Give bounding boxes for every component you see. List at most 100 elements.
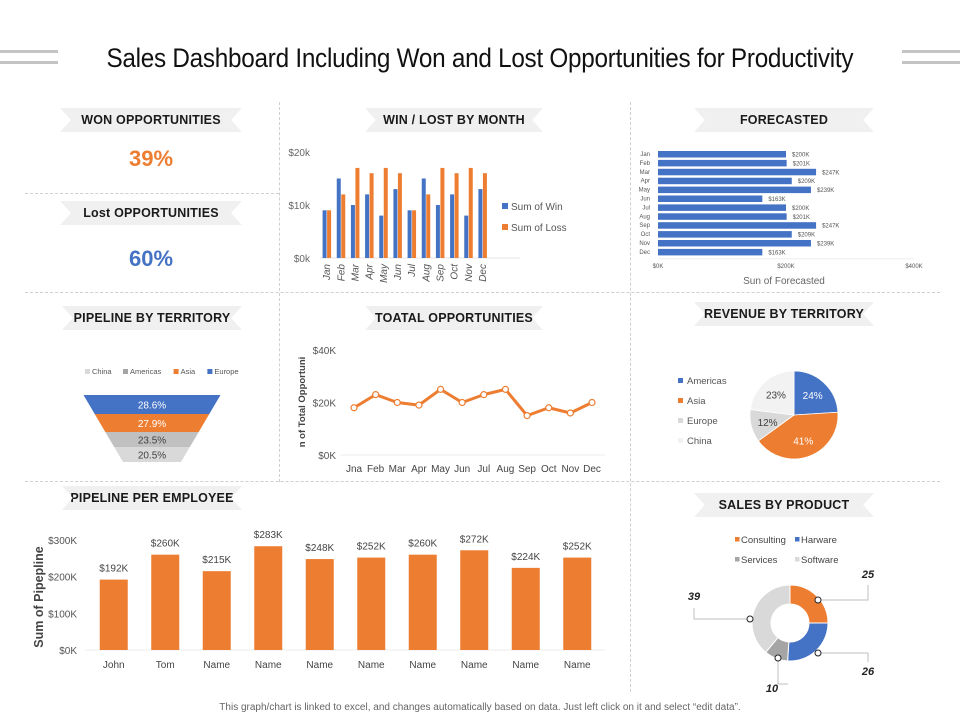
y-tick-label: Sep xyxy=(639,223,650,229)
data-label: $209K xyxy=(798,233,815,239)
data-label: $247K xyxy=(822,224,839,230)
total-opportunities-chart: $0K $20K $40K n of Total Opportuni Jna Feb Mar… xyxy=(297,346,605,475)
x-tick-label: Name xyxy=(409,660,436,671)
legend-label: China xyxy=(92,367,112,376)
x-tick-label: Feb xyxy=(336,264,347,282)
donut-slice-consulting xyxy=(789,584,829,624)
divider xyxy=(25,481,940,482)
legend-swatch xyxy=(678,438,683,443)
data-label: 25 xyxy=(861,569,875,581)
bar-win xyxy=(450,194,455,258)
x-tick-label: Jun xyxy=(393,264,404,282)
y-tick-label: Aug xyxy=(639,214,650,220)
bar-win xyxy=(379,215,384,258)
legend-swatch xyxy=(207,369,213,374)
x-tick-label: Jul xyxy=(477,464,490,475)
series-line xyxy=(353,387,593,418)
legend-label: Software xyxy=(801,555,839,566)
y-tick-label: Mar xyxy=(640,170,650,176)
bar-loss xyxy=(341,194,346,258)
forecast-bar xyxy=(658,159,787,167)
data-point xyxy=(436,385,445,393)
lost-opportunities-header: Lost OPPORTUNITIES xyxy=(60,201,242,225)
bar-loss xyxy=(426,194,431,258)
footer-note: This graph/chart is linked to excel, and… xyxy=(219,702,741,713)
bar-win xyxy=(421,178,426,258)
bar-win xyxy=(365,194,370,258)
forecast-bar xyxy=(658,177,792,185)
legend-label: China xyxy=(687,436,713,447)
data-label: 28.6% xyxy=(138,401,166,412)
data-point xyxy=(588,398,596,407)
legend-swatch xyxy=(795,557,800,562)
pipeline-territory-chart: China Americas Asia Europe 28.6% 27.9% 23.5% 20… xyxy=(83,367,239,462)
x-tick-label: Nov xyxy=(561,464,579,475)
funnel-stage-asia xyxy=(94,414,210,432)
sales-product-chart: Consulting Harware Services Software 25 26 10 3… xyxy=(688,535,875,695)
forecast-bar xyxy=(658,168,817,176)
x-tick-label: Sep xyxy=(435,264,446,282)
x-tick-label: Jul xyxy=(407,263,418,278)
funnel-stage-europe xyxy=(83,395,221,414)
y-tick-label: Jun xyxy=(640,197,650,203)
y-tick-label: Apr xyxy=(641,179,650,185)
bar-win xyxy=(322,210,327,258)
legend-label: Europe xyxy=(214,367,238,376)
legend-label: Americas xyxy=(130,367,162,376)
data-label: 41% xyxy=(793,437,813,448)
data-label: $201K xyxy=(793,161,810,167)
bar-loss xyxy=(440,167,445,258)
legend-label: Sum of Loss xyxy=(511,223,567,234)
pipeline-employee-header: PIPELINE PER EMPLOYEE xyxy=(62,486,242,510)
legend-label: Services xyxy=(741,555,778,566)
x-tick-label: Nov xyxy=(464,263,475,282)
divider xyxy=(25,292,940,293)
employee-bar xyxy=(563,557,592,650)
bar-loss xyxy=(327,210,332,258)
y-tick-label: $0K xyxy=(318,451,336,462)
pipeline-territory-header: PIPELINE BY TERRITORY xyxy=(62,306,242,330)
bar-win xyxy=(393,189,398,258)
x-tick-label: Aug xyxy=(497,464,515,475)
x-tick-label: Tom xyxy=(156,660,175,671)
x-tick-label: $400K xyxy=(905,264,922,270)
legend-label: Asia xyxy=(687,396,706,407)
lost-opportunities-title: Lost OPPORTUNITIES xyxy=(83,206,219,220)
data-label: $272K xyxy=(460,534,489,545)
bar-loss xyxy=(397,173,402,258)
x-tick-label: Jna xyxy=(346,464,363,475)
leader-marker xyxy=(814,649,822,657)
win-lost-chart: $0k $10k $20k Jan Feb Mar Apr May Jun Jul Aug Sep Oc… xyxy=(288,148,567,283)
forecast-bar xyxy=(658,248,763,256)
title-bar: Sales Dashboard Including Won and Lost O… xyxy=(0,40,960,76)
funnel-stage-americas xyxy=(105,432,199,447)
employee-bar xyxy=(460,550,489,650)
bar-loss xyxy=(412,210,417,258)
win-lost-title: WIN / LOST BY MONTH xyxy=(383,113,525,127)
data-label: $248K xyxy=(305,543,334,554)
revenue-territory-chart: Americas Asia Europe China 24% 41% 12% 23% xyxy=(678,370,839,460)
data-point xyxy=(372,391,380,399)
x-tick-label: John xyxy=(103,660,125,671)
forecast-bar xyxy=(658,186,811,194)
data-label: $260K xyxy=(151,539,180,550)
employee-bar xyxy=(408,554,437,650)
legend-swatch xyxy=(678,418,683,423)
data-label: 26 xyxy=(861,666,875,678)
employee-bar xyxy=(99,579,128,650)
employee-bar xyxy=(202,571,231,650)
legend-swatch xyxy=(735,537,740,542)
total-opportunities-title: TOATAL OPPORTUNITIES xyxy=(375,311,533,325)
data-label: $224K xyxy=(511,552,540,563)
forecast-bar xyxy=(658,222,817,229)
data-point xyxy=(393,398,401,407)
bar-win xyxy=(407,210,412,258)
donut-slice-harware xyxy=(787,622,829,662)
legend-swatch xyxy=(502,224,508,230)
leader-marker xyxy=(746,615,754,623)
x-tick-label: Sep xyxy=(518,464,536,475)
forecasted-title: FORECASTED xyxy=(739,113,829,127)
y-tick-label: Nov xyxy=(639,241,650,247)
y-tick-label: $20K xyxy=(313,399,337,410)
